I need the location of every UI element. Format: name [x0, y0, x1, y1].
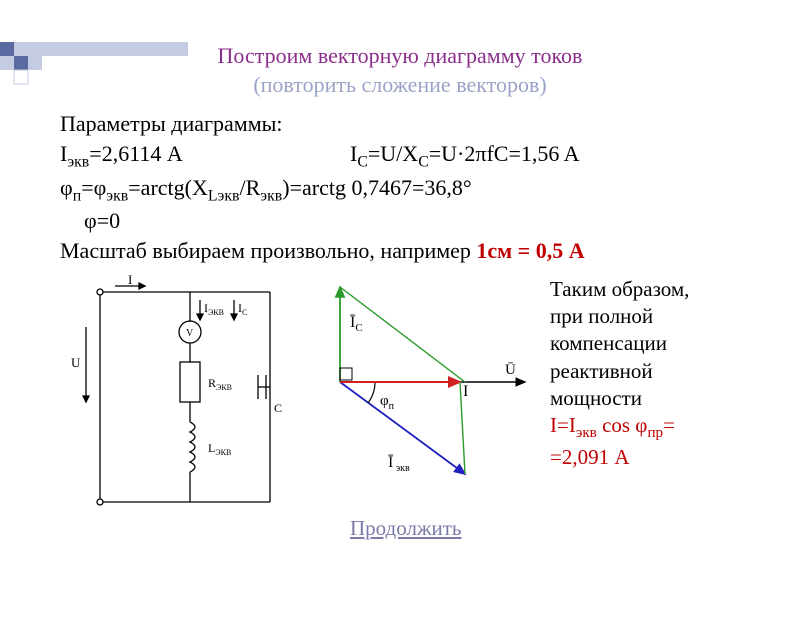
figure-area: I U IЭКВ IC V RЭКВ LЭКВ C — [60, 272, 760, 532]
svg-text:ĪC: ĪC — [350, 314, 363, 334]
content-block: Параметры диаграммы: Iэкв=2,6114 А IC=U/… — [0, 99, 800, 532]
result-eq-1: I=Iэкв cos φпр= — [550, 412, 800, 444]
svg-text:U: U — [71, 355, 81, 370]
params-row1: Iэкв=2,6114 А IC=U/XC=U·2πfC=1,56 A — [60, 139, 750, 173]
phi0: φ=0 — [60, 206, 750, 236]
result-eq-2: =2,091 А — [550, 444, 800, 471]
svg-text:RЭКВ: RЭКВ — [208, 376, 232, 392]
svg-text:Ī экв: Ī экв — [388, 454, 410, 474]
svg-text:IC: IC — [238, 301, 247, 317]
scale-line: Масштаб выбираем произвольно, например 1… — [60, 236, 750, 266]
svg-text:φп: φп — [380, 393, 395, 412]
svg-text:LЭКВ: LЭКВ — [208, 441, 231, 457]
continue-link[interactable]: Продолжить — [350, 514, 461, 542]
circuit-diagram: I U IЭКВ IC V RЭКВ LЭКВ C — [60, 272, 290, 525]
svg-text:C: C — [274, 401, 282, 415]
i-ekv-expr: Iэкв=2,6114 А — [60, 139, 350, 173]
phasor-diagram: Ū ĪC Ī экв φп I — [310, 272, 530, 500]
svg-text:I: I — [463, 383, 468, 400]
corner-decoration — [0, 42, 180, 82]
conclusion-text: Таким образом, при полной компенсации ре… — [550, 276, 800, 472]
params-heading: Параметры диаграммы: — [60, 109, 750, 139]
title-line2: (повторить сложение векторов) — [253, 72, 546, 97]
svg-text:IЭКВ: IЭКВ — [204, 301, 224, 317]
ic-expr: IC=U/XC=U·2πfC=1,56 A — [350, 139, 580, 173]
svg-text:V: V — [186, 328, 194, 339]
circuit-I-label: I — [128, 272, 132, 287]
title-line1: Построим векторную диаграмму токов — [218, 43, 583, 68]
phi-expr: φп=φэкв=arctg(XLэкв/Rэкв)=arctg 0,7467=3… — [60, 173, 750, 207]
svg-text:Ū: Ū — [505, 362, 516, 378]
